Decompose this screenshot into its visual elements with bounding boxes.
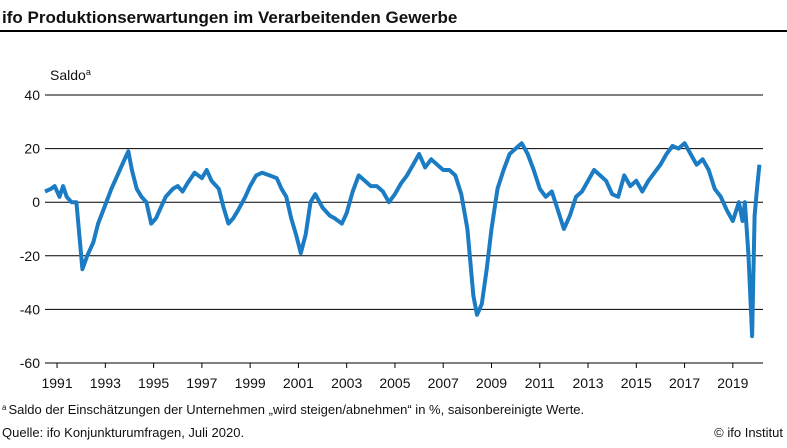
x-tick-label: 2017 (669, 375, 700, 391)
x-tick-label: 1993 (90, 375, 121, 391)
x-tick-label: 2013 (572, 375, 603, 391)
x-tick-label: 2003 (331, 375, 362, 391)
x-tick-label: 2001 (283, 375, 314, 391)
footnote-text: Saldo der Einschätzungen der Unternehmen… (8, 402, 584, 417)
y-label-text: Saldo (50, 67, 86, 83)
x-tick-label: 1997 (186, 375, 217, 391)
footnote-marker: a (2, 403, 7, 412)
y-tick-label: -40 (20, 301, 40, 317)
x-tick-label: 1991 (41, 375, 72, 391)
footnote: a Saldo der Einschätzungen der Unternehme… (2, 402, 584, 417)
chart-title: ifo Produktionserwartungen im Verarbeite… (2, 8, 457, 27)
y-tick-label: 20 (24, 141, 40, 157)
x-tick-label: 2009 (476, 375, 507, 391)
y-tick-label: -60 (20, 355, 40, 371)
x-tick-label: 2019 (717, 375, 748, 391)
x-tick-label: 2005 (379, 375, 410, 391)
x-tick-label: 1995 (138, 375, 169, 391)
x-tick-label: 2015 (621, 375, 652, 391)
data-line (44, 141, 762, 339)
x-tick-label: 2011 (525, 375, 555, 391)
x-tick-label: 1999 (235, 375, 266, 391)
y-axis-label: Saldoa (50, 67, 91, 83)
y-tick-label: 40 (24, 87, 40, 103)
y-label-marker: a (86, 67, 91, 77)
source: Quelle: ifo Konjunkturumfragen, Juli 202… (2, 425, 244, 440)
x-tick-label: 2007 (428, 375, 459, 391)
credit: © ifo Institut (714, 425, 783, 440)
y-tick-label: -20 (20, 248, 40, 264)
y-tick-label: 0 (32, 194, 40, 210)
